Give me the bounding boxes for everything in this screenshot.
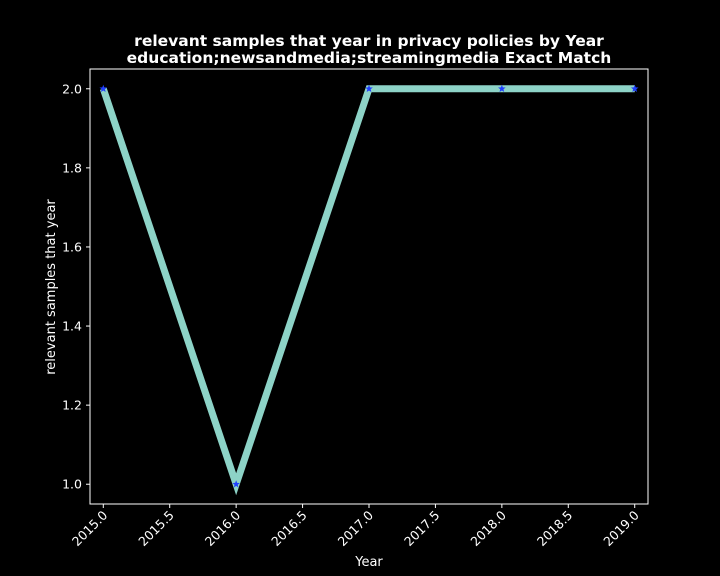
y-tick-label: 1.4 [62,319,82,334]
y-tick-label: 1.0 [62,477,82,492]
series-line-group [99,84,639,496]
y-axis-ticks: 1.0 1.2 1.4 1.6 1.8 2.0 [62,81,90,492]
y-tick-label: 1.8 [62,160,82,175]
y-tick-label: 1.6 [62,239,82,254]
y-axis-label: relevant samples that year [44,199,59,375]
y-tick-label: 2.0 [62,81,82,96]
data-point-marker [630,84,639,93]
chart-title-line2: education;newsandmedia;streamingmedia Ex… [127,49,612,67]
data-point-marker [498,84,506,93]
y-tick-label: 1.2 [62,398,82,413]
data-point-marker [232,480,240,488]
data-point-marker [99,84,108,93]
data-point-marker [365,84,373,93]
x-axis-label: Year [354,555,383,570]
chart-title-line1: relevant samples that year in privacy po… [134,32,604,50]
